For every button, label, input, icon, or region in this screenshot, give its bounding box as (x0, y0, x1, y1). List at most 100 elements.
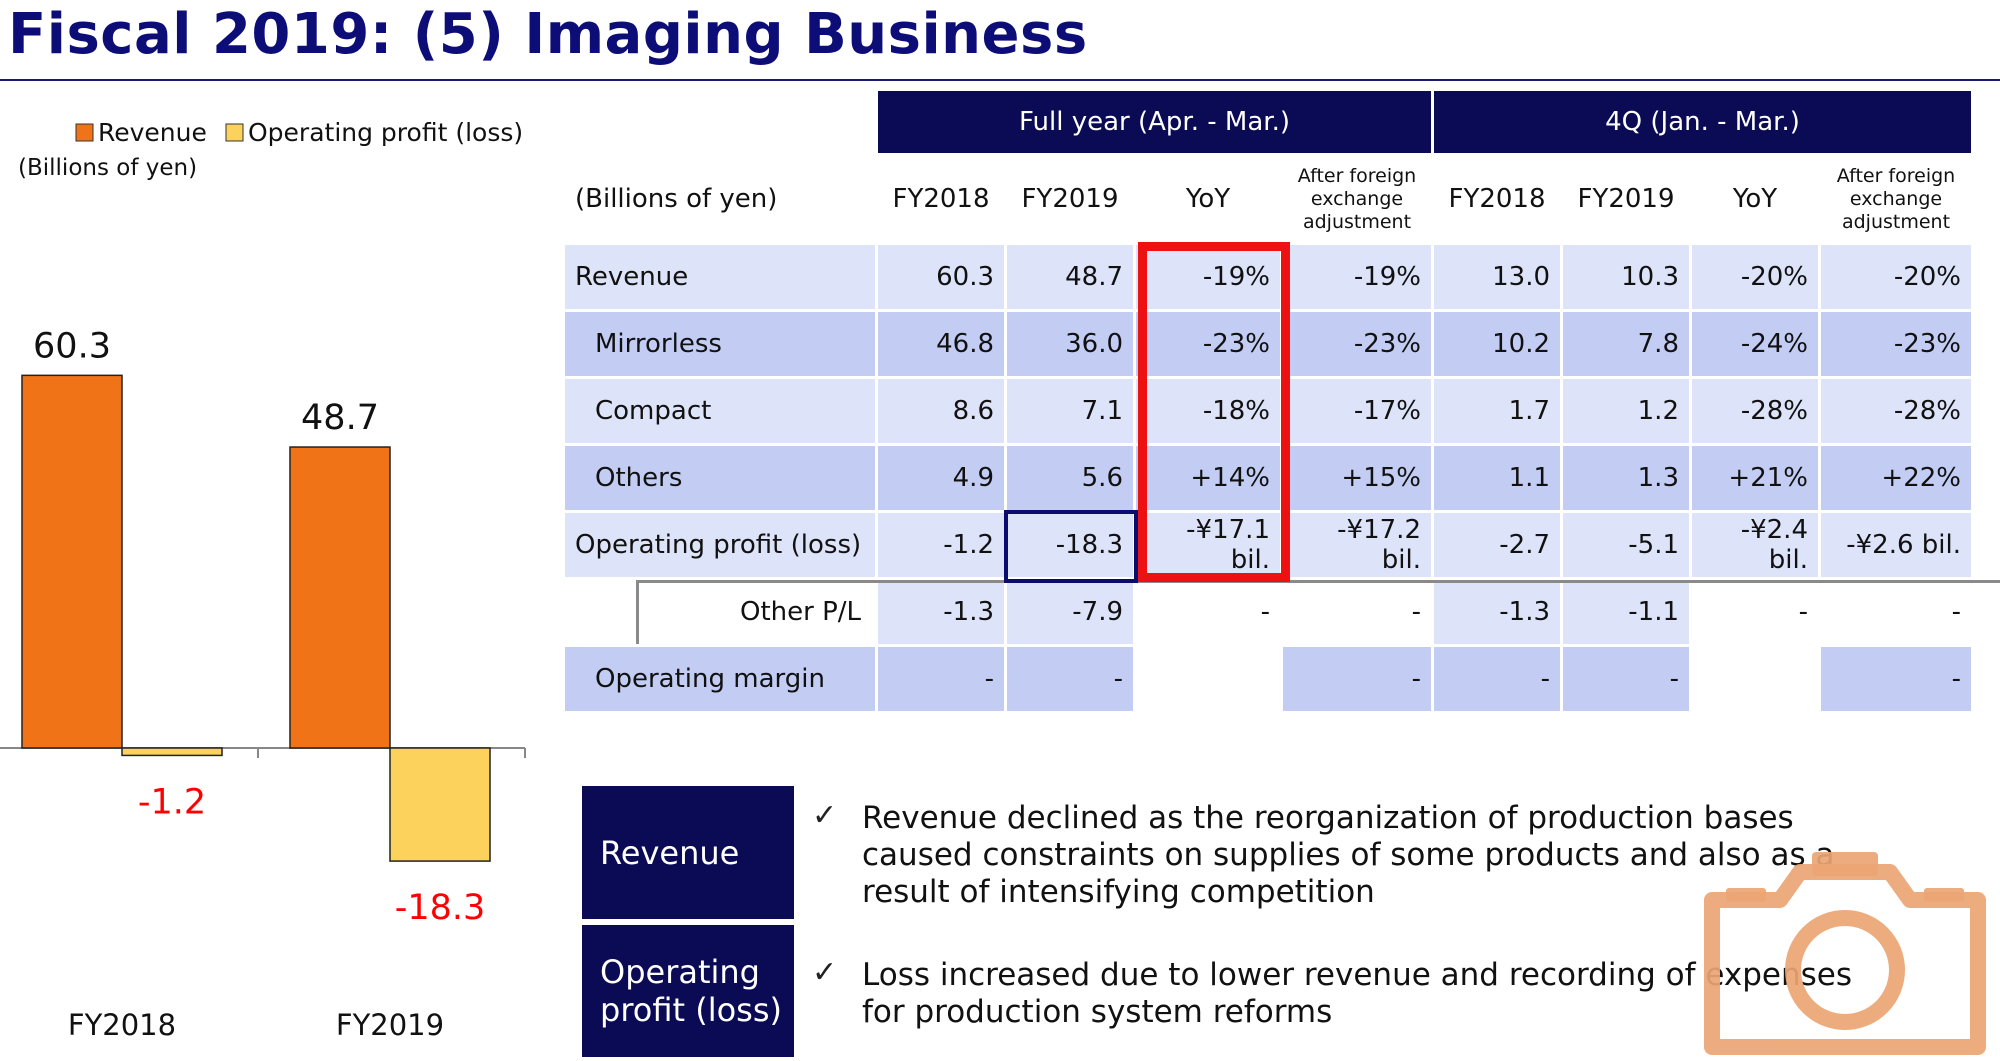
table-row-others: Others 4.9 5.6 +14% +15% 1.1 1.3 +21% +22% (565, 446, 1971, 510)
row-label-mirrorless: Mirrorless (565, 312, 875, 376)
table-row-other-pl: Other P/L -1.3 -7.9- - -1.3 -1.1- - (565, 580, 1971, 644)
bar-chart: Revenue Operating profit (loss) (Billions … (0, 118, 526, 1042)
cell-other-pl-q4-fx-adjusted: - (1821, 580, 1971, 644)
data-label-revenue-fy2019: 48.7 (301, 398, 379, 438)
table-row-operating-margin: Operating margin - - - - - - (565, 647, 1971, 711)
cell-operating-profit-q4-fx-adjusted: -¥2.6 bil. (1821, 513, 1971, 577)
row-label-other-pl: Other P/L (565, 580, 875, 644)
cell-others-fy-fy2018: 4.9 (878, 446, 1004, 510)
cell-revenue-q4-fy2018: 13.0 (1434, 245, 1560, 309)
cell-revenue-q4-fy2019: 10.3 (1563, 245, 1689, 309)
cell-operating-profit-fy-fy2019: -18.3 (1007, 513, 1133, 577)
table-corner (565, 91, 875, 153)
chart-unit-label: (Billions of yen) (18, 155, 197, 181)
page-title: Fiscal 2019: (5) Imaging Business (8, 2, 1088, 67)
cell-operating-margin-fy-yoy (1136, 647, 1280, 711)
cell-operating-profit-fy-fy2018: -1.2 (878, 513, 1004, 577)
cell-mirrorless-fy-fy2019: 36.0 (1007, 312, 1133, 376)
category-label-fy2019: FY2019 (336, 1008, 444, 1042)
table-row-mirrorless: Mirrorless 46.8 36.0 -23% -23% 10.2 7.8 -24% -23… (565, 312, 1971, 376)
column-header-4q-fy2019: FY2019 (1563, 156, 1689, 242)
row-label-operating-margin: Operating margin (565, 647, 875, 711)
table-row-compact: Compact 8.6 7.1 -18% -17% 1.7 1.2 -28% -28% (565, 379, 1971, 443)
check-mark-icon: ✓ (812, 955, 838, 990)
cell-others-q4-fy2019: 1.3 (1563, 446, 1689, 510)
results-table: Full year (Apr. - Mar.) 4Q (Jan. - Mar.)… (562, 88, 1974, 714)
table-row-revenue: Revenue 60.3 48.7 -19% -19% 13.0 10.3 -20% -20% (565, 245, 1971, 309)
cell-others-q4-fx-adjusted: +22% (1821, 446, 1971, 510)
cell-operating-margin-q4-yoy (1692, 647, 1818, 711)
cell-mirrorless-fy-yoy: -23% (1136, 312, 1280, 376)
cell-compact-fy-fx-adjusted: -17% (1283, 379, 1431, 443)
cell-compact-q4-fx-adjusted: -28% (1821, 379, 1971, 443)
camera-icon (1704, 852, 1986, 1055)
cell-mirrorless-q4-yoy: -24% (1692, 312, 1818, 376)
column-header-4q-fx-adjusted: After foreign exchange adjustment (1821, 156, 1971, 242)
cell-operating-margin-q4-fy2018: - (1434, 647, 1560, 711)
cell-operating-profit-fy-fx-adjusted: -¥17.2 bil. (1283, 513, 1431, 577)
cell-others-q4-yoy: +21% (1692, 446, 1818, 510)
cell-operating-margin-fy-fy2019: - (1007, 647, 1133, 711)
cell-compact-fy-yoy: -18% (1136, 379, 1280, 443)
cell-compact-fy-fy2018: 8.6 (878, 379, 1004, 443)
legend-swatch-operating-profit (225, 123, 244, 142)
cell-revenue-q4-fx-adjusted: -20% (1821, 245, 1971, 309)
cell-compact-fy-fy2019: 7.1 (1007, 379, 1133, 443)
group-header-4q: 4Q (Jan. - Mar.) (1434, 91, 1971, 153)
bar-revenue-fy2019 (289, 446, 391, 749)
summary-label-operating-profit: Operating profit (loss) (582, 925, 794, 1057)
cell-other-pl-q4-fy2018: -1.3 (1434, 580, 1560, 644)
group-header-full-year: Full year (Apr. - Mar.) (878, 91, 1431, 153)
cell-others-fy-fx-adjusted: +15% (1283, 446, 1431, 510)
legend-label-revenue: Revenue (98, 118, 207, 147)
cell-other-pl-q4-yoy: - (1692, 580, 1818, 644)
cell-operating-margin-fy-fy2018: - (878, 647, 1004, 711)
summary-text-revenue: Revenue declined as the reorganization o… (862, 800, 1835, 910)
category-label-fy2018: FY2018 (68, 1008, 176, 1042)
column-header-full-year-fx-adjusted: After foreign exchange adjustment (1283, 156, 1431, 242)
cell-mirrorless-q4-fx-adjusted: -23% (1821, 312, 1971, 376)
cell-revenue-fy-yoy: -19% (1136, 245, 1280, 309)
cell-mirrorless-q4-fy2019: 7.8 (1563, 312, 1689, 376)
bar-revenue-fy2018 (21, 374, 123, 749)
cell-operating-margin-q4-fy2019: - (1563, 647, 1689, 711)
summary-label-revenue: Revenue (582, 786, 794, 919)
cell-operating-margin-fy-fx-adjusted: - (1283, 647, 1431, 711)
legend-swatch-revenue (75, 123, 94, 142)
row-label-others: Others (565, 446, 875, 510)
cell-other-pl-fy-fy2018: -1.3 (878, 580, 1004, 644)
data-label-operating-profit-fy2018: -1.2 (138, 782, 206, 822)
table-row-operating-profit: Operating profit (loss) -1.2 -18.3 -¥17.1 b… (565, 513, 1971, 577)
cell-other-pl-q4-fy2019: -1.1 (1563, 580, 1689, 644)
cell-revenue-fy-fy2018: 60.3 (878, 245, 1004, 309)
cell-operating-margin-q4-fx-adjusted: - (1821, 647, 1971, 711)
column-header-full-year-yoy: YoY (1136, 156, 1280, 242)
data-label-operating-profit-fy2019: -18.3 (395, 888, 486, 928)
column-header-4q-fy2018: FY2018 (1434, 156, 1560, 242)
cell-others-q4-fy2018: 1.1 (1434, 446, 1560, 510)
column-header-4q-yoy: YoY (1692, 156, 1818, 242)
column-header-full-year-fy2018: FY2018 (878, 156, 1004, 242)
cell-revenue-fy-fy2019: 48.7 (1007, 245, 1133, 309)
cell-operating-profit-fy-yoy: -¥17.1 bil. (1136, 513, 1280, 577)
row-label-compact: Compact (565, 379, 875, 443)
cell-compact-q4-yoy: -28% (1692, 379, 1818, 443)
title-divider (0, 79, 2000, 81)
bar-operating-profit-fy2018 (121, 747, 223, 757)
cell-mirrorless-q4-fy2018: 10.2 (1434, 312, 1560, 376)
cell-other-pl-fy-yoy: - (1136, 580, 1280, 644)
bar-operating-profit-fy2019 (389, 747, 491, 862)
cell-mirrorless-fy-fx-adjusted: -23% (1283, 312, 1431, 376)
cell-operating-profit-q4-fy2019: -5.1 (1563, 513, 1689, 577)
cell-other-pl-fy-fx-adjusted: - (1283, 580, 1431, 644)
cell-others-fy-yoy: +14% (1136, 446, 1280, 510)
cell-compact-q4-fy2018: 1.7 (1434, 379, 1560, 443)
row-label-revenue: Revenue (565, 245, 875, 309)
summary-text-operating-profit: Loss increased due to lower revenue and … (862, 957, 1853, 1030)
cell-compact-q4-fy2019: 1.2 (1563, 379, 1689, 443)
check-mark-icon: ✓ (812, 798, 838, 833)
results-table-container: Full year (Apr. - Mar.) 4Q (Jan. - Mar.)… (562, 88, 1974, 714)
cell-mirrorless-fy-fy2018: 46.8 (878, 312, 1004, 376)
cell-operating-profit-q4-fy2018: -2.7 (1434, 513, 1560, 577)
cell-revenue-q4-yoy: -20% (1692, 245, 1818, 309)
